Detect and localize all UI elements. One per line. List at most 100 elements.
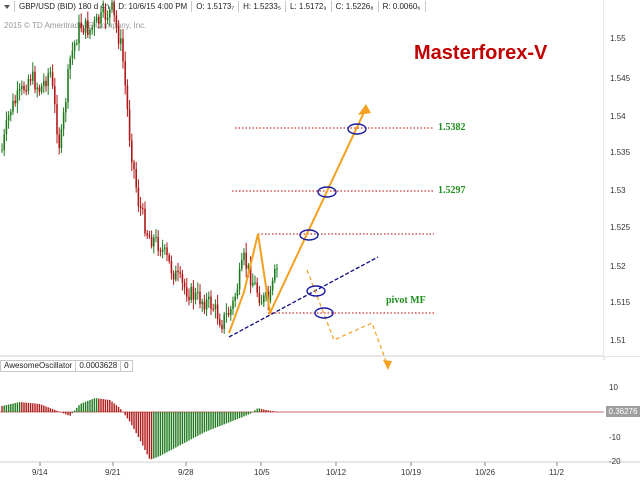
alt-arrowhead <box>383 360 392 370</box>
oscillator-bar <box>241 412 243 418</box>
candle-body <box>10 111 12 116</box>
oscillator-bar <box>199 412 201 435</box>
brand-title: Masterforex-V <box>414 42 548 64</box>
candle-body <box>36 87 38 90</box>
candle-body <box>269 290 272 301</box>
price-tick: 1.515 <box>610 298 631 307</box>
candle-body <box>131 140 133 163</box>
candle-body <box>208 296 210 300</box>
oscillator-bar <box>67 412 69 416</box>
candle-body <box>124 61 126 86</box>
marker-ellipse-5 <box>314 307 334 319</box>
oscillator-bar <box>181 412 184 445</box>
oscillator-bar <box>267 410 269 412</box>
oscillator-bar <box>36 403 38 412</box>
oscillator-bar <box>234 412 236 420</box>
oscillator-bar <box>225 412 228 424</box>
oscillator-bar <box>190 412 192 440</box>
candle-body <box>78 22 80 44</box>
candle-body <box>181 273 184 283</box>
oscillator-bar <box>249 412 252 414</box>
oscillator-bar <box>276 411 278 413</box>
candle-body <box>265 292 267 296</box>
oscillator-bar <box>208 412 210 431</box>
oscillator-bar <box>188 412 190 441</box>
oscillator-bar <box>227 412 230 423</box>
date-tick: 10/19 <box>401 468 422 477</box>
oscillator-bar <box>29 403 32 412</box>
oscillator-bar <box>133 412 135 430</box>
oscillator-bar <box>177 412 179 447</box>
oscillator-bar <box>170 412 173 450</box>
candle-body <box>216 304 219 320</box>
oscillator-bar <box>197 412 199 436</box>
candle-body <box>21 85 23 89</box>
date-tick: 10/12 <box>326 468 347 477</box>
oscillator-bar <box>102 399 104 412</box>
oscillator-bar <box>65 412 67 415</box>
candle-body <box>89 29 91 35</box>
candle-body <box>80 22 82 29</box>
oscillator-zero-value: 0 <box>120 360 133 372</box>
oscillator-bar <box>98 398 100 412</box>
date-tick: 9/21 <box>105 468 121 477</box>
oscillator-header: AwesomeOscillator 0.0003628 0 <box>0 360 133 372</box>
candle-body <box>133 162 135 169</box>
oscillator-bar <box>93 398 96 412</box>
oscillator-bar <box>230 412 232 422</box>
oscillator-bar <box>221 412 223 426</box>
candle-body <box>175 270 177 280</box>
alt-path <box>306 269 388 365</box>
candle-body <box>203 301 206 310</box>
candle-body <box>73 43 76 51</box>
oscillator-bar <box>148 412 151 459</box>
candle-body <box>230 309 232 315</box>
candle-body <box>192 286 195 300</box>
oscillator-bar <box>155 412 157 458</box>
marker-ellipse-1 <box>347 123 367 135</box>
oscillator-bar <box>117 406 120 412</box>
range-readout: R: 0.0060₆ <box>379 1 426 12</box>
oscillator-name[interactable]: AwesomeOscillator <box>0 360 76 372</box>
candle-body <box>159 250 162 252</box>
candle-body <box>190 286 192 301</box>
oscillator-bar <box>12 403 14 412</box>
candle-body <box>263 295 265 303</box>
candle-body <box>51 72 54 87</box>
candle-body <box>172 273 175 280</box>
candle-body <box>106 17 109 20</box>
candle-body <box>45 80 47 87</box>
oscillator-bar <box>252 411 254 413</box>
candle-body <box>197 291 199 293</box>
oscillator-bar <box>265 410 267 412</box>
oscillator-bar <box>144 412 146 450</box>
candle-body <box>276 268 278 270</box>
candle-body <box>71 50 74 59</box>
symbol-menu-icon[interactable] <box>0 1 15 12</box>
oscillator-bar <box>192 412 195 439</box>
candle-body <box>58 134 60 149</box>
candle-body <box>120 38 122 44</box>
oscillator-bar <box>159 412 162 456</box>
oscillator-bar <box>254 410 256 412</box>
candle-body <box>155 236 157 238</box>
candle-body <box>102 8 104 13</box>
candle-body <box>166 247 168 256</box>
candle-body <box>84 20 87 33</box>
candle-body <box>247 265 250 269</box>
oscillator-bar <box>106 399 109 412</box>
candle-body <box>212 308 214 310</box>
oscillator-bar <box>124 412 126 416</box>
candle-body <box>47 73 49 87</box>
candle-body <box>258 292 261 303</box>
candle-body <box>40 85 43 92</box>
oscillator-bar <box>128 412 131 422</box>
candle-body <box>67 69 69 103</box>
candle-body <box>186 287 188 297</box>
oscillator-bar <box>71 412 74 414</box>
oscillator-bar <box>43 405 45 412</box>
marker-ellipse-2 <box>317 186 337 198</box>
candle-body <box>157 236 159 251</box>
marker-ellipse-3 <box>299 229 319 241</box>
